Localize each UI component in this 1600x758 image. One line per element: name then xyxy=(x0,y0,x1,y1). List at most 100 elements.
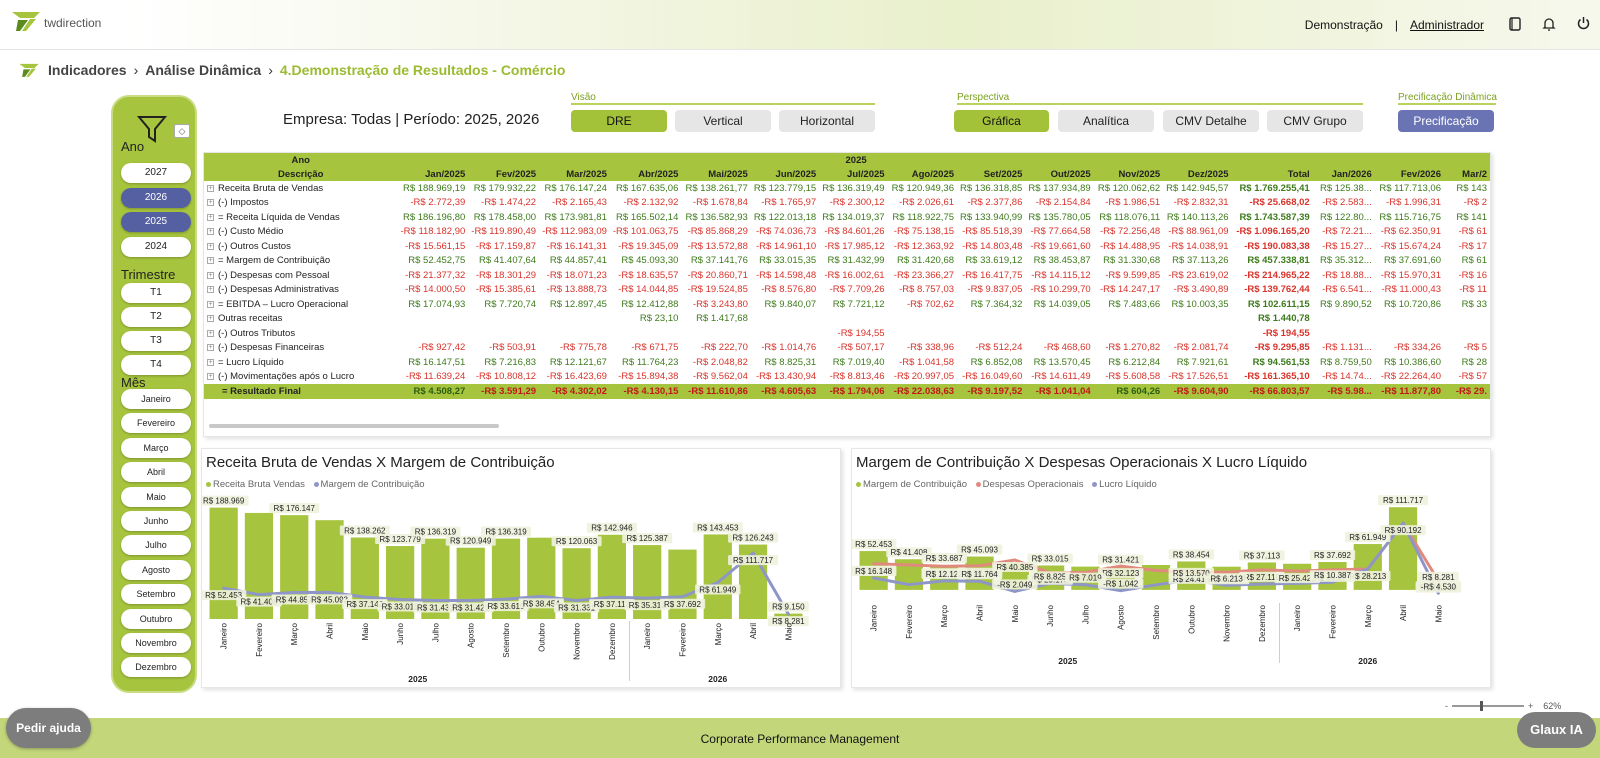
filter-ano-2025[interactable]: 2025 xyxy=(121,212,191,232)
perspectiva-grafica-button[interactable]: Gráfica xyxy=(954,110,1049,132)
filter-mes-setembro[interactable]: Setembro xyxy=(121,584,191,605)
expand-icon[interactable]: + xyxy=(207,344,214,352)
expand-icon[interactable]: + xyxy=(207,373,214,381)
table-cell: -R$ 1.270,82 xyxy=(1105,342,1161,354)
table-row: + (-) Despesas Financeiras -R$ 927,42 -R$ 5… xyxy=(204,341,1490,356)
bell-icon[interactable] xyxy=(1532,17,1566,34)
visao-horizontal-button[interactable]: Horizontal xyxy=(779,110,875,132)
filter-mes-julho[interactable]: Julho xyxy=(121,535,191,556)
zoom-control[interactable]: - + 62% xyxy=(1445,701,1561,711)
row-description[interactable]: + = Margem de Contribuição xyxy=(204,254,398,269)
expand-icon[interactable]: + xyxy=(207,213,214,221)
header-month: Abr/2025 xyxy=(609,167,682,181)
expand-icon[interactable]: + xyxy=(207,329,214,337)
x-tick-label: Maio xyxy=(1011,604,1020,622)
filter-ano-2024[interactable]: 2024 xyxy=(121,236,191,257)
perspectiva-cmv-detalhe-button[interactable]: CMV Detalhe xyxy=(1163,110,1259,132)
filter-trimestre-t4[interactable]: T4 xyxy=(121,355,191,375)
expand-icon[interactable]: + xyxy=(207,228,214,236)
data-label-bg xyxy=(1274,573,1320,584)
row-description[interactable]: + Receita Bruta de Vendas xyxy=(204,181,398,196)
expand-icon[interactable]: + xyxy=(207,242,214,250)
row-description[interactable]: + (-) Outros Tributos xyxy=(204,326,398,341)
table-cell: -R$ 14.038,91 xyxy=(1168,240,1229,252)
data-label: R$ 136.319 xyxy=(485,528,527,537)
row-description[interactable]: + = Receita Líquida de Vendas xyxy=(204,210,398,225)
expand-icon[interactable]: + xyxy=(207,257,214,265)
filter-mes-janeiro[interactable]: Janeiro xyxy=(121,389,191,409)
power-icon[interactable] xyxy=(1566,16,1600,34)
expand-icon[interactable]: + xyxy=(207,315,214,323)
filter-mes-dezembro[interactable]: Dezembro xyxy=(121,657,191,678)
header-month: Ago/2025 xyxy=(887,167,958,181)
filter-mes-abril[interactable]: Abril xyxy=(121,462,191,483)
table-cell: -R$ 18.635,57 xyxy=(618,269,679,281)
table-cell: R$ 135.780,05 xyxy=(1028,211,1091,223)
precificacao-button[interactable]: Precificação xyxy=(1398,110,1494,132)
expand-icon[interactable]: + xyxy=(207,271,214,279)
glaux-ia-button[interactable]: Glaux IA xyxy=(1517,712,1596,748)
filter-mes-junho[interactable]: Junho xyxy=(121,511,191,531)
row-description[interactable]: + = EBITDA – Lucro Operacional xyxy=(204,297,398,312)
perspectiva-analitica-button[interactable]: Analítica xyxy=(1058,110,1154,132)
logo[interactable]: twdirection xyxy=(10,10,101,32)
row-description[interactable]: + (-) Outros Custos xyxy=(204,239,398,254)
admin-link[interactable]: Administrador xyxy=(1409,18,1484,32)
row-description[interactable]: + Outras receitas xyxy=(204,312,398,327)
filter-trimestre-t3[interactable]: T3 xyxy=(121,331,191,351)
line-point xyxy=(504,597,508,601)
expand-icon[interactable]: + xyxy=(207,300,214,308)
help-button[interactable]: Pedir ajuda xyxy=(6,708,91,748)
zoom-knob[interactable] xyxy=(1480,701,1483,711)
data-label: R$ 123.779 xyxy=(379,535,421,544)
table-cell: -R$ 112.983,09 xyxy=(542,226,607,238)
breadcrumb-indicadores[interactable]: Indicadores xyxy=(48,62,127,78)
header-month: Fev/2025 xyxy=(468,167,540,181)
expand-icon[interactable]: + xyxy=(207,358,214,366)
row-description[interactable]: + (-) Despesas com Pessoal xyxy=(204,268,398,283)
breadcrumb-analise[interactable]: Análise Dinâmica xyxy=(145,62,262,78)
table-cell: -R$ 1.986,51 xyxy=(1105,197,1161,209)
table-cell: -R$ 21.377,32 xyxy=(405,269,466,281)
table-cell: R$ 102.611,15 xyxy=(1247,298,1310,310)
data-label: R$ 37.142 xyxy=(346,600,383,609)
row-label: = Resultado Final xyxy=(222,385,301,397)
table-cell: -R$ 66.803,57 xyxy=(1231,384,1313,399)
expand-icon[interactable]: + xyxy=(207,199,214,207)
row-description[interactable]: + (-) Custo Médio xyxy=(204,225,398,240)
row-description[interactable]: + (-) Despesas Administrativas xyxy=(204,283,398,298)
line-point xyxy=(978,564,982,568)
row-description[interactable]: + (-) Movimentações após o Lucro xyxy=(204,370,398,385)
filter-mes-maio[interactable]: Maio xyxy=(121,486,191,507)
row-description[interactable]: + (-) Impostos xyxy=(204,196,398,211)
horizontal-scrollbar[interactable] xyxy=(209,424,499,428)
filter-mes-agosto[interactable]: Agosto xyxy=(121,559,191,580)
expand-icon[interactable]: + xyxy=(207,184,214,192)
perspectiva-cmv-grupo-button[interactable]: CMV Grupo xyxy=(1267,110,1363,132)
x-tick-label: Maio xyxy=(1434,604,1443,622)
filter-trimestre-t2[interactable]: T2 xyxy=(121,307,191,327)
zoom-minus[interactable]: - xyxy=(1445,701,1448,711)
filter-mes-março[interactable]: Março xyxy=(121,437,191,458)
data-label-bg xyxy=(622,533,673,544)
visao-vertical-button[interactable]: Vertical xyxy=(675,110,771,132)
row-description[interactable]: + = Lucro Líquido xyxy=(204,355,398,370)
zoom-plus[interactable]: + xyxy=(1528,701,1534,711)
table-cell: R$ 8.759,50 xyxy=(1319,356,1372,368)
row-description[interactable]: + (-) Despesas Financeiras xyxy=(204,341,398,356)
zoom-slider[interactable] xyxy=(1452,701,1524,711)
data-label-bg xyxy=(410,526,461,537)
filter-ano-2026[interactable]: 2026 xyxy=(121,187,191,208)
expand-icon[interactable]: + xyxy=(207,286,214,294)
filter-mes-outubro[interactable]: Outubro xyxy=(121,608,191,629)
visao-dre-button[interactable]: DRE xyxy=(571,110,667,132)
filter-trimestre-t1[interactable]: T1 xyxy=(121,283,191,303)
filter-mes-fevereiro[interactable]: Fevereiro xyxy=(121,413,191,434)
x-tick-label: Junho xyxy=(396,622,405,644)
row-description[interactable]: = Resultado Final xyxy=(204,384,398,399)
filter-ano-2027[interactable]: 2027 xyxy=(121,163,191,183)
clear-filter-icon[interactable]: ◇ xyxy=(174,124,190,138)
filter-mes-novembro[interactable]: Novembro xyxy=(121,633,191,653)
table-cell: R$ 14.039,05 xyxy=(1033,298,1091,310)
book-icon[interactable] xyxy=(1498,16,1532,34)
